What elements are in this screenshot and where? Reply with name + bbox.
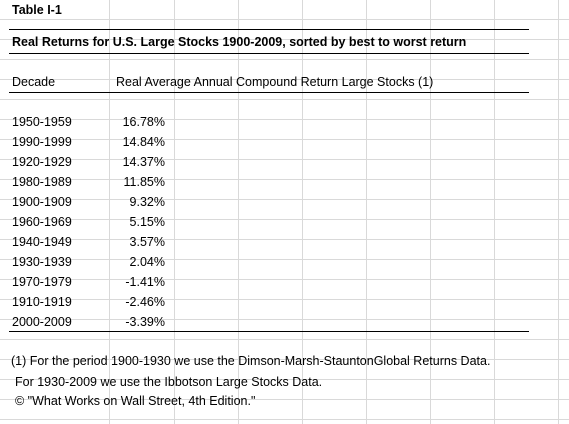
table-row: 1910-1919 -2.46% <box>0 292 569 312</box>
decade-cell: 1920-1929 <box>12 155 72 169</box>
header-row: Decade Real Average Annual Compound Retu… <box>0 72 569 92</box>
return-cell: -1.41% <box>125 275 165 289</box>
header-rule <box>9 92 529 93</box>
return-cell: 16.78% <box>122 115 165 129</box>
table-row: 2000-2009 -3.39% <box>0 312 569 332</box>
decade-cell: 1980-1989 <box>12 175 72 189</box>
title-top-rule <box>9 29 529 30</box>
table-row: 1980-1989 11.85% <box>0 172 569 192</box>
decade-cell: 2000-2009 <box>12 315 72 329</box>
return-cell: -2.46% <box>125 295 165 309</box>
header-decade: Decade <box>12 75 56 89</box>
return-cell: 5.15% <box>129 215 165 229</box>
table-row: 1900-1909 9.32% <box>0 192 569 212</box>
return-cell: 2.04% <box>129 255 165 269</box>
table-row: 1970-1979 -1.41% <box>0 272 569 292</box>
footnote-source-1: (1) For the period 1900-1930 we use the … <box>11 354 491 368</box>
title-bottom-rule <box>9 53 529 54</box>
decade-cell: 1960-1969 <box>12 215 72 229</box>
table-row: 1990-1999 14.84% <box>0 132 569 152</box>
table-bottom-rule <box>9 331 529 332</box>
table-label-row: Table I-1 <box>0 0 569 20</box>
table-row: 1920-1929 14.37% <box>0 152 569 172</box>
table-row: 1930-1939 2.04% <box>0 252 569 272</box>
return-cell: 9.32% <box>129 195 165 209</box>
return-cell: -3.39% <box>125 315 165 329</box>
table-title: Real Returns for U.S. Large Stocks 1900-… <box>12 35 467 49</box>
table-row: 1940-1949 3.57% <box>0 232 569 252</box>
table-row: 1950-1959 16.78% <box>0 112 569 132</box>
return-cell: 3.57% <box>129 235 165 249</box>
return-cell: 14.37% <box>122 155 165 169</box>
table-row: 1960-1969 5.15% <box>0 212 569 232</box>
table-title-row: Real Returns for U.S. Large Stocks 1900-… <box>0 20 569 49</box>
decade-cell: 1970-1979 <box>12 275 72 289</box>
return-cell: 11.85% <box>123 175 165 189</box>
decade-cell: 1910-1919 <box>12 295 72 309</box>
decade-cell: 1990-1999 <box>12 135 72 149</box>
footnote-source-2: For 1930-2009 we use the Ibbotson Large … <box>15 375 323 389</box>
decade-cell: 1940-1949 <box>12 235 72 249</box>
decade-cell: 1950-1959 <box>12 115 72 129</box>
table-label: Table I-1 <box>12 3 62 17</box>
return-cell: 14.84% <box>122 135 165 149</box>
decade-cell: 1900-1909 <box>12 195 72 209</box>
footnote-copyright: © "What Works on Wall Street, 4th Editio… <box>15 394 256 408</box>
decade-cell: 1930-1939 <box>12 255 72 269</box>
header-return: Real Average Annual Compound Return Larg… <box>116 75 434 89</box>
